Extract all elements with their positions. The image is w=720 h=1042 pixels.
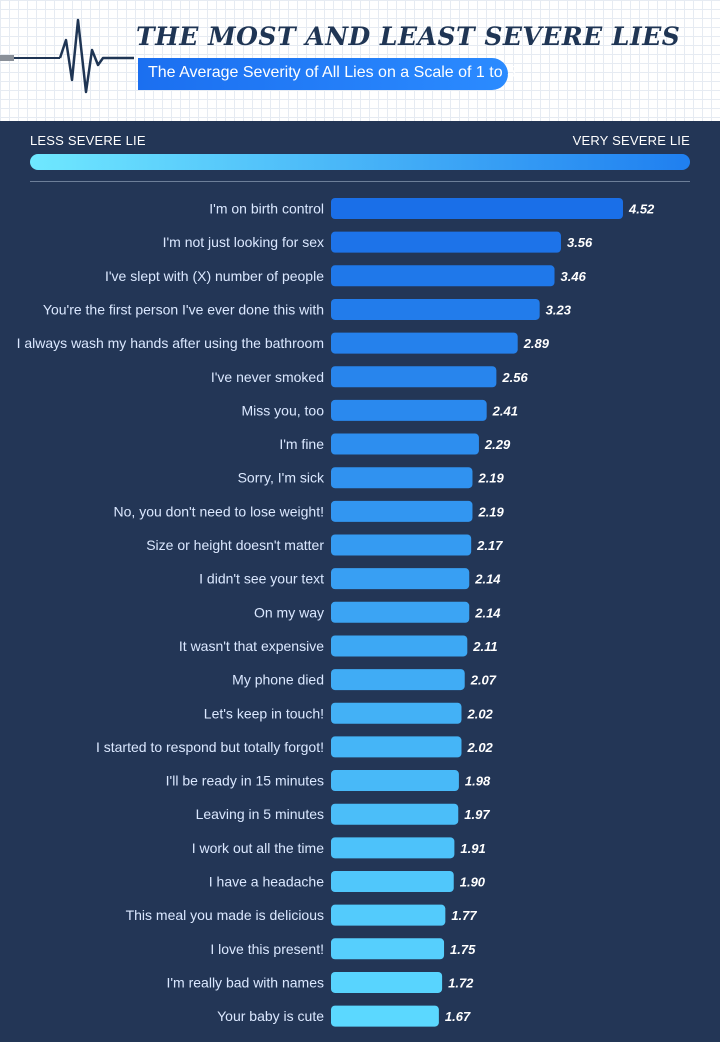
category-label: I'm really bad with names <box>166 974 324 990</box>
bar <box>331 601 470 623</box>
category-label: Your baby is cute <box>217 1008 324 1024</box>
category-label: I love this present! <box>210 941 324 957</box>
bar <box>331 265 555 287</box>
category-label: Size or height doesn't matter <box>146 537 324 553</box>
value-label: 2.56 <box>501 370 528 385</box>
bar <box>331 500 473 522</box>
bar <box>331 669 465 691</box>
bar <box>331 702 462 724</box>
bar <box>331 1005 439 1027</box>
bar <box>331 904 446 926</box>
bar <box>331 231 561 253</box>
category-label: I've slept with (X) number of people <box>105 268 324 284</box>
severity-scale-bar <box>30 154 690 170</box>
bar <box>331 803 459 825</box>
category-label: You're the first person I've ever done t… <box>43 301 324 317</box>
value-label: 2.29 <box>484 437 511 452</box>
category-label: It wasn't that expensive <box>179 638 324 654</box>
value-label: 3.56 <box>567 235 593 250</box>
bar <box>331 938 445 960</box>
bar <box>331 635 468 657</box>
value-label: 2.17 <box>476 538 503 553</box>
category-label: I'm not just looking for sex <box>163 234 324 250</box>
value-label: 2.02 <box>466 706 493 721</box>
value-label: 4.52 <box>628 202 655 217</box>
value-label: 2.89 <box>523 336 550 351</box>
category-label: I have a headache <box>209 874 324 890</box>
bar <box>331 770 459 792</box>
category-label: I'm fine <box>279 436 324 452</box>
category-label: I've never smoked <box>211 369 324 385</box>
category-label: Let's keep in touch! <box>204 705 324 721</box>
value-label: 2.07 <box>470 673 497 688</box>
heartbeat-icon <box>0 18 134 94</box>
category-label: Sorry, I'm sick <box>238 470 325 486</box>
bar <box>331 568 470 590</box>
bar <box>331 534 472 556</box>
subtitle-banner <box>138 58 508 90</box>
value-label: 3.23 <box>546 302 572 317</box>
value-label: 1.72 <box>448 975 474 990</box>
category-label: On my way <box>254 604 324 620</box>
bar <box>331 971 443 993</box>
category-label: I always wash my hands after using the b… <box>17 335 324 351</box>
divider <box>30 181 690 182</box>
value-label: 3.46 <box>561 269 587 284</box>
value-label: 1.90 <box>460 875 486 890</box>
bar <box>331 198 623 219</box>
bar <box>331 467 473 489</box>
value-label: 1.97 <box>464 807 490 822</box>
value-label: 1.77 <box>451 908 477 923</box>
value-label: 1.75 <box>450 942 476 957</box>
bar <box>331 366 497 388</box>
category-label: Miss you, too <box>242 402 325 418</box>
category-label: No, you don't need to lose weight! <box>114 503 324 519</box>
value-label: 1.98 <box>465 774 491 789</box>
header: THE MOST AND LEAST SEVERE LIES The Avera… <box>0 0 720 121</box>
bar <box>331 871 454 892</box>
value-label: 2.19 <box>477 471 504 486</box>
category-label: I work out all the time <box>192 840 324 856</box>
value-label: 2.14 <box>474 572 501 587</box>
value-label: 2.02 <box>466 740 493 755</box>
bar <box>331 433 479 455</box>
value-label: 1.67 <box>445 1009 471 1024</box>
bar <box>331 298 540 320</box>
bar <box>331 399 487 421</box>
value-label: 2.41 <box>492 403 518 418</box>
bar <box>331 736 462 758</box>
value-label: 2.19 <box>477 504 504 519</box>
page-subtitle: The Average Severity of All Lies on a Sc… <box>148 64 516 81</box>
bar <box>331 837 455 859</box>
category-label: I didn't see your text <box>199 571 324 587</box>
category-label: This meal you made is delicious <box>126 907 324 923</box>
scale-right-label: VERY SEVERE LIE <box>572 133 690 148</box>
scale-left-label: LESS SEVERE LIE <box>30 133 146 148</box>
value-label: 2.14 <box>474 605 501 620</box>
category-label: I'm on birth control <box>209 201 324 217</box>
category-label: My phone died <box>232 672 324 688</box>
page-title: THE MOST AND LEAST SEVERE LIES <box>136 22 681 51</box>
value-label: 1.91 <box>460 841 485 856</box>
value-label: 2.11 <box>472 639 497 654</box>
category-label: I started to respond but totally forgot! <box>96 739 324 755</box>
bar <box>331 332 518 354</box>
category-label: Leaving in 5 minutes <box>196 806 324 822</box>
category-label: I'll be ready in 15 minutes <box>166 773 324 789</box>
